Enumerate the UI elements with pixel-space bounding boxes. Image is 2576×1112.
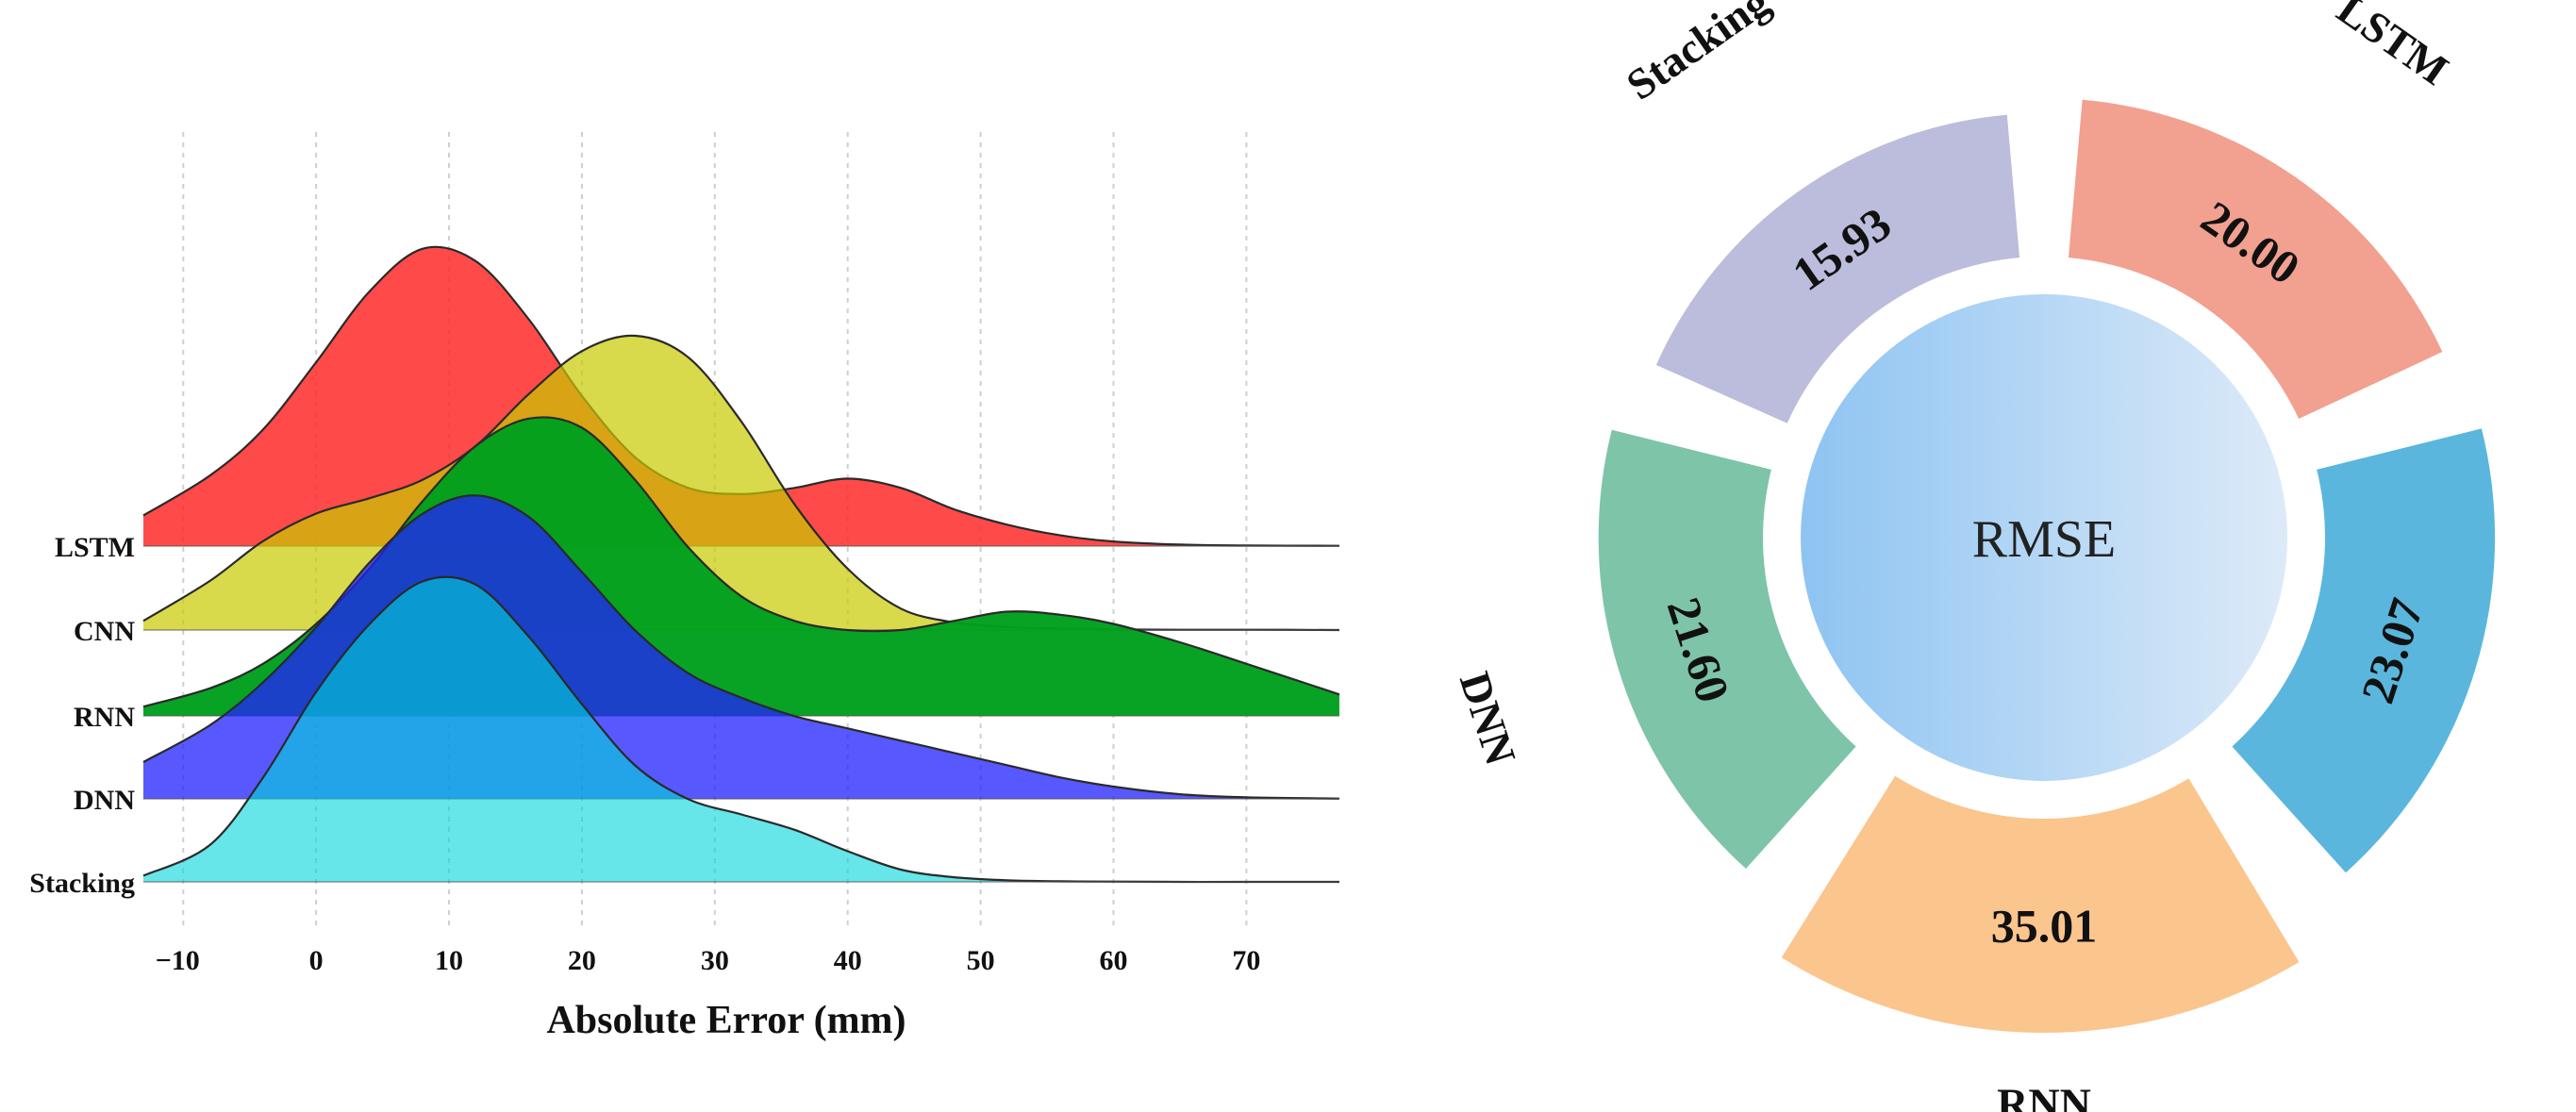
x-tick-label: 10 [435,945,463,976]
x-tick-label: −10 [156,945,200,976]
ridge-outline-dnn [142,494,1340,800]
x-tick-label: 70 [1232,945,1260,976]
segment-cnn [2232,428,2496,873]
segment-stacking [1655,114,2020,423]
x-tick-label: 40 [834,945,862,976]
center-label: RMSE [1972,510,2117,569]
ridge-area-stacking [143,576,1339,883]
x-tick-label: 0 [309,945,324,976]
ridge-label-lstm: LSTM [55,532,135,563]
segment-name-lstm: LSTM [2329,0,2457,94]
segment-dnn [1598,429,1856,869]
segment-name-cnn: CNN [2563,666,2576,771]
segment-name-dnn: DNN [1451,666,1525,771]
segment-value-rnn: 35.01 [1991,900,2098,953]
center-circle [1801,294,2287,781]
ridge-label-cnn: CNN [74,616,135,647]
x-tick-label: 60 [1099,945,1127,976]
ridge-label-dnn: DNN [74,785,135,816]
ridgeline-chart: LSTM CNN RNN DNN Stacking −10 0 10 20 30 40 50 60 70… [29,132,1340,1042]
ridge-label-rnn: RNN [74,702,135,733]
radial-segments [1598,99,2496,1034]
ridge-labels: LSTM CNN RNN DNN Stacking [29,532,135,899]
ridge-areas [142,245,1340,884]
x-tick-label: 20 [568,945,596,976]
segment-lstm [2068,99,2443,420]
ridge-label-stacking: Stacking [29,868,135,899]
segment-name-rnn: RNN [1997,1080,2091,1112]
x-tick-labels: −10 0 10 20 30 40 50 60 70 [156,945,1261,976]
x-tick-label: 50 [967,945,995,976]
x-tick-label: 30 [701,945,729,976]
x-axis-title: Absolute Error (mm) [546,999,906,1042]
segment-rnn [1781,775,2300,1034]
segment-name-stacking: Stacking [1618,0,1778,109]
